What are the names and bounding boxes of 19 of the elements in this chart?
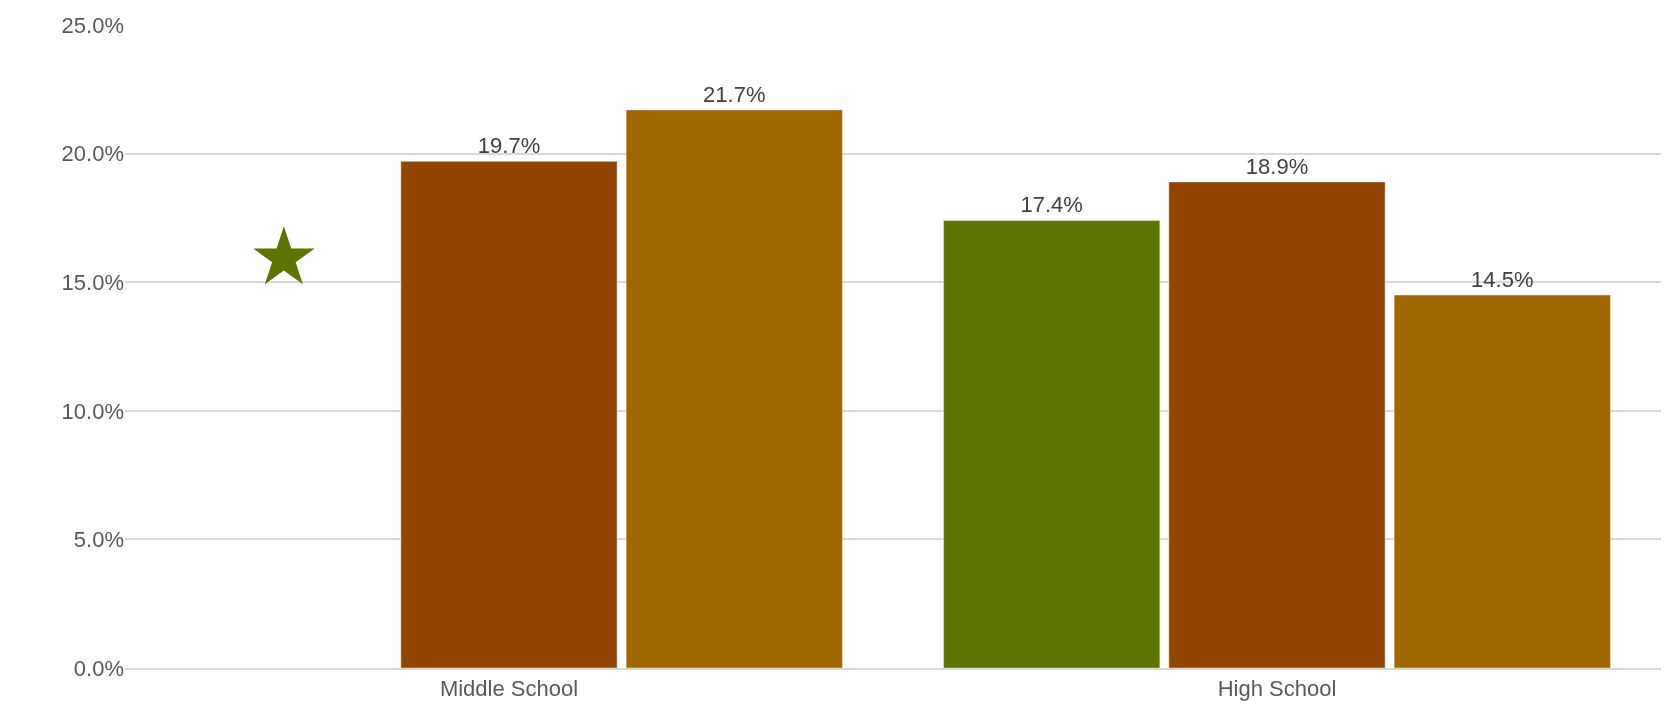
bar [1393, 294, 1611, 668]
data-label: 14.5% [1471, 267, 1534, 293]
data-label: 17.4% [1020, 192, 1083, 218]
bar [625, 109, 843, 668]
y-tick-label: 0.0% [73, 655, 124, 681]
bar [400, 161, 618, 668]
annotation: ★ [248, 210, 320, 303]
bar [1168, 181, 1386, 668]
y-tick-label: 10.0% [61, 398, 124, 424]
data-label: 19.7% [477, 133, 541, 159]
x-tick-label: High School [1217, 676, 1337, 702]
bar [943, 220, 1161, 668]
y-tick-label: 20.0% [61, 141, 124, 167]
data-label: 21.7% [703, 81, 766, 107]
y-tick-label: 25.0% [61, 12, 124, 38]
y-tick-label: 15.0% [61, 269, 124, 295]
y-tick-label: 5.0% [73, 527, 124, 553]
x-tick-label: Middle School [439, 676, 579, 702]
data-label: 18.9% [1245, 153, 1309, 179]
